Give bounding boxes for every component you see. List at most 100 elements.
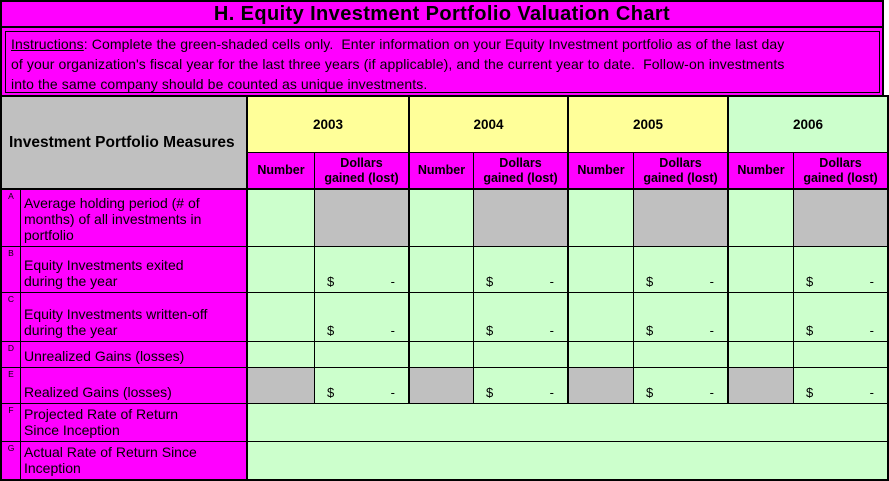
row-label-b: Equity Investments exited during the yea… xyxy=(21,247,248,293)
dollar-value: - xyxy=(869,274,874,289)
dollar-value: - xyxy=(390,323,395,338)
dollars-header-2003: Dollars gained (lost) xyxy=(315,153,410,190)
cell-a-2003-number[interactable] xyxy=(248,190,315,247)
cell-e-2004-number xyxy=(410,368,474,404)
row-label-a: Average holding period (# of months) of … xyxy=(21,190,248,247)
cell-c-2006-dollars[interactable]: $ - xyxy=(794,293,887,342)
cell-b-2006-dollars[interactable]: $ - xyxy=(794,247,887,293)
instructions-text: : Complete the green-shaded cells only. … xyxy=(11,36,785,92)
cell-d-2005-number[interactable] xyxy=(569,342,634,368)
page-title: H. Equity Investment Portfolio Valuation… xyxy=(2,2,882,28)
cell-a-2004-number[interactable] xyxy=(410,190,474,247)
number-header-2004: Number xyxy=(410,153,474,190)
dollar-value: - xyxy=(549,323,554,338)
cell-b-2005-number[interactable] xyxy=(569,247,634,293)
row-label-f: Projected Rate of Return Since Inception xyxy=(21,404,248,442)
cell-c-2004-dollars[interactable]: $ - xyxy=(474,293,569,342)
cell-c-2004-number[interactable] xyxy=(410,293,474,342)
corner-header: Investment Portfolio Measures xyxy=(2,97,248,190)
row-letter-f: F xyxy=(2,404,21,442)
cell-c-2005-dollars[interactable]: $ - xyxy=(634,293,729,342)
cell-c-2006-number[interactable] xyxy=(729,293,794,342)
cell-d-2006-dollars[interactable] xyxy=(794,342,887,368)
row-letter-e: E xyxy=(2,368,21,404)
cell-e-2003-number xyxy=(248,368,315,404)
cell-a-2005-number[interactable] xyxy=(569,190,634,247)
row-letter-a: A xyxy=(2,190,21,247)
row-letter-g: G xyxy=(2,442,21,479)
number-header-2005: Number xyxy=(569,153,634,190)
cell-d-2003-dollars[interactable] xyxy=(315,342,410,368)
dollar-sign: $ xyxy=(327,274,335,289)
year-header-2004: 2004 xyxy=(410,97,569,153)
year-header-2006: 2006 xyxy=(729,97,887,153)
row-label-c: Equity Investments written-off during th… xyxy=(21,293,248,342)
dollar-value: - xyxy=(390,385,395,400)
cell-b-2003-number[interactable] xyxy=(248,247,315,293)
dollar-value: - xyxy=(549,274,554,289)
dollar-sign: $ xyxy=(646,323,654,338)
dollar-sign: $ xyxy=(806,385,814,400)
number-header-2003: Number xyxy=(248,153,315,190)
instructions-label: Instructions xyxy=(11,36,84,52)
dollars-header-2006: Dollars gained (lost) xyxy=(794,153,887,190)
cell-c-2005-number[interactable] xyxy=(569,293,634,342)
cell-b-2004-dollars[interactable]: $ - xyxy=(474,247,569,293)
dollar-sign: $ xyxy=(646,274,654,289)
dollar-value: - xyxy=(549,385,554,400)
cell-e-2004-dollars[interactable]: $ - xyxy=(474,368,569,404)
dollar-value: - xyxy=(869,385,874,400)
cell-d-2004-dollars[interactable] xyxy=(474,342,569,368)
cell-b-2004-number[interactable] xyxy=(410,247,474,293)
dollar-sign: $ xyxy=(806,323,814,338)
cell-e-2005-number xyxy=(569,368,634,404)
dollar-sign: $ xyxy=(806,274,814,289)
row-label-g: Actual Rate of Return Since Inception xyxy=(21,442,248,479)
dollar-sign: $ xyxy=(646,385,654,400)
dollar-sign: $ xyxy=(486,385,494,400)
cell-a-2006-number[interactable] xyxy=(729,190,794,247)
dollar-value: - xyxy=(709,323,714,338)
row-letter-d: D xyxy=(2,342,21,368)
year-header-2005: 2005 xyxy=(569,97,729,153)
dollar-sign: $ xyxy=(486,274,494,289)
cell-a-2004-dollars xyxy=(474,190,569,247)
cell-e-2006-number xyxy=(729,368,794,404)
dollar-sign: $ xyxy=(486,323,494,338)
top-section: H. Equity Investment Portfolio Valuation… xyxy=(0,0,884,95)
portfolio-table: Investment Portfolio Measures 2003 2004 … xyxy=(0,95,889,481)
cell-a-2006-dollars xyxy=(794,190,887,247)
number-header-2006: Number xyxy=(729,153,794,190)
dollar-sign: $ xyxy=(327,323,335,338)
cell-c-2003-number[interactable] xyxy=(248,293,315,342)
cell-a-2003-dollars xyxy=(315,190,410,247)
cell-d-2003-number[interactable] xyxy=(248,342,315,368)
dollars-header-2005: Dollars gained (lost) xyxy=(634,153,729,190)
cell-b-2003-dollars[interactable]: $ - xyxy=(315,247,410,293)
dollar-value: - xyxy=(390,274,395,289)
cell-c-2003-dollars[interactable]: $ - xyxy=(315,293,410,342)
dollar-value: - xyxy=(709,274,714,289)
cell-b-2005-dollars[interactable]: $ - xyxy=(634,247,729,293)
cell-a-2005-dollars xyxy=(634,190,729,247)
cell-d-2004-number[interactable] xyxy=(410,342,474,368)
instructions-box: Instructions: Complete the green-shaded … xyxy=(5,31,880,93)
row-letter-b: B xyxy=(2,247,21,293)
year-header-2003: 2003 xyxy=(248,97,410,153)
dollar-value: - xyxy=(869,323,874,338)
cell-d-2006-number[interactable] xyxy=(729,342,794,368)
row-letter-c: C xyxy=(2,293,21,342)
cell-e-2003-dollars[interactable]: $ - xyxy=(315,368,410,404)
cell-g-merged-input[interactable] xyxy=(248,442,887,479)
row-label-e: Realized Gains (losses) xyxy=(21,368,248,404)
cell-b-2006-number[interactable] xyxy=(729,247,794,293)
row-label-d: Unrealized Gains (losses) xyxy=(21,342,248,368)
dollar-sign: $ xyxy=(327,385,335,400)
cell-e-2006-dollars[interactable]: $ - xyxy=(794,368,887,404)
dollar-value: - xyxy=(709,385,714,400)
cell-f-merged-input[interactable] xyxy=(248,404,887,442)
cell-e-2005-dollars[interactable]: $ - xyxy=(634,368,729,404)
cell-d-2005-dollars[interactable] xyxy=(634,342,729,368)
dollars-header-2004: Dollars gained (lost) xyxy=(474,153,569,190)
